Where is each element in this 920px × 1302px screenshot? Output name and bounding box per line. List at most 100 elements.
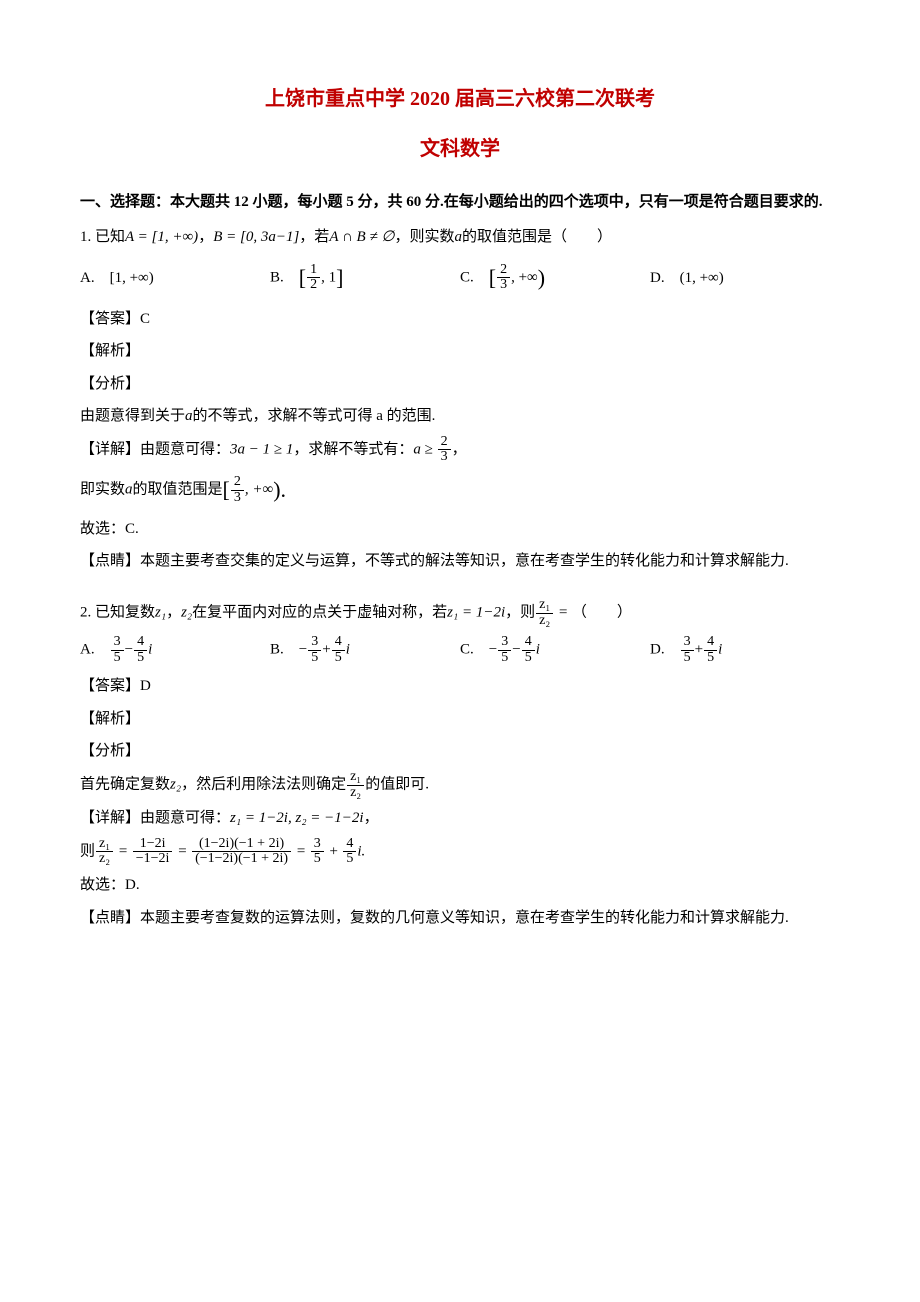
q2-choose: 故选：D. — [80, 871, 840, 900]
q2-explain: 【解析】 — [80, 705, 840, 734]
q1-detail-n: 2 — [438, 435, 451, 451]
q2-optA-n2: 4 — [134, 635, 147, 651]
q1-optD: D. (1, +∞) — [650, 264, 840, 293]
q2-calc-fd2: −1−2i — [133, 852, 173, 867]
q2-calc-r2: 45 — [343, 837, 356, 867]
q1-optC-d1: 3 — [497, 278, 510, 293]
q2-calc-fn1: z₁ — [96, 837, 113, 853]
q2-an-mid: ，然后利用除法法则确定 — [181, 776, 346, 792]
q2-mid1: ， — [166, 605, 181, 621]
q1-range-frac: 23 — [231, 475, 244, 505]
q2-optC-f2: 45 — [522, 635, 535, 665]
q1-answer: 【答案】C — [80, 305, 840, 334]
q2-optC-n2: 4 — [522, 635, 535, 651]
q2-an-frac: z₁z₂ — [347, 770, 364, 800]
q2-optA-f1: 35 — [111, 635, 124, 665]
q1-detail-pre: 【详解】由题意可得： — [80, 441, 230, 457]
q2-optA-s1: − — [125, 642, 133, 658]
q1-detail-comma: ， — [452, 441, 467, 457]
q1-an-pre: 由题意得到关于 — [80, 408, 185, 424]
q2-mid3: ，则 — [505, 605, 535, 621]
q1-mid1: ， — [198, 229, 213, 245]
q2-calc-fd3: (−1−2i)(−1 + 2i) — [192, 852, 291, 867]
q2-hint: 【点睛】本题主要考查复数的运算法则，复数的几何意义等知识，意在考查学生的转化能力… — [80, 904, 840, 933]
q1-range-c: , +∞ — [245, 482, 273, 498]
q2-an-post: 的值即可. — [365, 776, 429, 792]
q1-mid3: ，则实数 — [395, 229, 455, 245]
q2-optD-n1: 3 — [681, 635, 694, 651]
q2-detail-comma: ， — [364, 810, 379, 826]
q2-end: （ ） — [572, 605, 632, 621]
q1-optB-c: , 1 — [321, 269, 336, 285]
q2-optB-f1: 35 — [308, 635, 321, 665]
q1-optC: C. [23, +∞) — [460, 257, 650, 299]
q1-setB: B = [0, 3a−1] — [213, 229, 299, 245]
q2-detail: 【详解】由题意可得：z₁ = 1−2i, z₂ = −1−2i， — [80, 804, 840, 833]
section-heading: 一、选择题：本大题共 12 小题，每小题 5 分，共 60 分.在每小题给出的四… — [80, 188, 840, 217]
q1-optC-rb: ) — [538, 265, 545, 290]
q2-calc-f3: (1−2i)(−1 + 2i)(−1−2i)(−1 + 2i) — [192, 837, 291, 867]
q1-optB-n1: 1 — [307, 263, 320, 279]
q2-optA: A. 35−45i — [80, 635, 270, 665]
q2-optB-i: i — [346, 642, 350, 658]
q1-an-var: a — [185, 408, 193, 424]
q2-answer: 【答案】D — [80, 672, 840, 701]
q1-optC-c: , +∞ — [511, 269, 538, 285]
q2-optD-d1: 5 — [681, 651, 694, 666]
q2-mid2: 在复平面内对应的点关于虚轴对称，若 — [192, 605, 447, 621]
q2-optB-label: B. — [270, 642, 299, 658]
q2-optC: C. −35−45i — [460, 635, 650, 665]
q1-optC-frac: 23 — [497, 263, 510, 293]
q1-detail-ineq: 3a − 1 ≥ 1 — [230, 441, 293, 457]
q2-optC-d1: 5 — [498, 651, 511, 666]
q1-optB: B. [12, 1] — [270, 257, 460, 299]
q1-detail: 【详解】由题意可得：3a − 1 ≥ 1，求解不等式有：a ≥ 23， — [80, 435, 840, 465]
q2-an-fn: z₁ — [347, 770, 364, 786]
q2-optC-i: i — [536, 642, 540, 658]
q2-optD: D. 35+45i — [650, 635, 840, 665]
q2-calc-rd2: 5 — [343, 852, 356, 867]
q1-options: A. [1, +∞) B. [12, 1] C. [23, +∞) D. (1,… — [80, 257, 840, 299]
q2-z2: z₂ — [181, 605, 192, 621]
q1-optC-label: C. — [460, 269, 489, 285]
q1-range-var: a — [125, 482, 133, 498]
q1-optC-n1: 2 — [497, 263, 510, 279]
q2-stem-fd: z₂ — [536, 614, 553, 629]
q1-explain: 【解析】 — [80, 337, 840, 366]
q2-optD-i: i — [718, 642, 722, 658]
q2-optA-i: i — [148, 642, 152, 658]
q2-optC-label: C. — [460, 642, 489, 658]
q2-calc-rn2: 4 — [343, 837, 356, 853]
q1-choose: 故选：C. — [80, 515, 840, 544]
q1-optB-frac: 12 — [307, 263, 320, 293]
q2-calc-f2: 1−2i−1−2i — [133, 837, 173, 867]
q2-stem-frac: z₁z₂ — [536, 598, 553, 628]
q2-optB-n1: 3 — [308, 635, 321, 651]
q1-range-n: 2 — [231, 475, 244, 491]
q1-optB-rb: ] — [336, 265, 343, 290]
q2-optA-n1: 3 — [111, 635, 124, 651]
q2-optC-f1: 35 — [498, 635, 511, 665]
q2-calc-eq1: = — [114, 843, 132, 859]
q1-an-post: 的不等式，求解不等式可得 a 的范围. — [193, 408, 436, 424]
q2-calc-rd1: 5 — [311, 852, 324, 867]
q1-detail-res-pre: a ≥ — [413, 441, 436, 457]
q2-optD-d2: 5 — [704, 651, 717, 666]
q2-an-fd: z₂ — [347, 786, 364, 801]
q2-calc-eq3: = — [292, 843, 310, 859]
q1-range-d: 3 — [231, 491, 244, 506]
q2-optB-d1: 5 — [308, 651, 321, 666]
q1-stem: 1. 已知A = [1, +∞)，B = [0, 3a−1]，若A ∩ B ≠ … — [80, 223, 840, 252]
q1-range-pre: 即实数 — [80, 482, 125, 498]
q2-calc-rn1: 3 — [311, 837, 324, 853]
q2-optB-f2: 45 — [332, 635, 345, 665]
q1-optB-lb: [ — [299, 265, 306, 290]
q1-hint: 【点睛】本题主要考查交集的定义与运算，不等式的解法等知识，意在考查学生的转化能力… — [80, 547, 840, 576]
q2-optD-f2: 45 — [704, 635, 717, 665]
q2-calc-f1: z₁z₂ — [96, 837, 113, 867]
q2-optD-s1: + — [695, 642, 703, 658]
q1-optB-label: B. — [270, 269, 299, 285]
q2-analysis: 【分析】 — [80, 737, 840, 766]
q2-optB-n2: 4 — [332, 635, 345, 651]
q2-calc-eq2: = — [173, 843, 191, 859]
